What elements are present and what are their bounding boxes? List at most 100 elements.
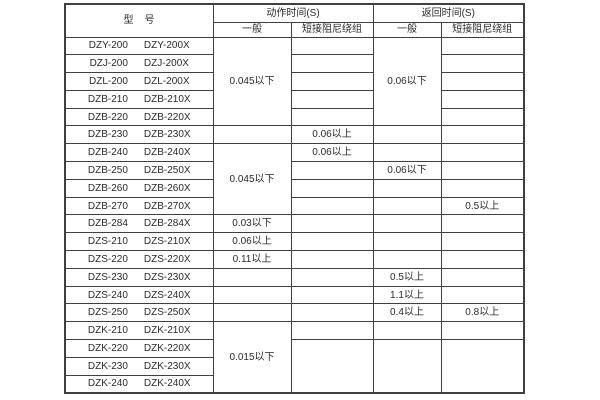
model-cell: DZK-230 DZK-230X xyxy=(64,356,214,376)
model-cell: DZB-220 DZB-220X xyxy=(64,107,214,127)
table-row: DZL-200 DZL-200X xyxy=(64,72,525,91)
model-cell: DZB-250 DZB-250X xyxy=(64,161,214,180)
return-damping-cell xyxy=(440,107,525,127)
table-row: DZB-230 DZB-230X 0.06以上 xyxy=(64,125,525,145)
return-general-cell: 0.5以上 xyxy=(372,267,442,287)
return-general-cell: 1.1以上 xyxy=(372,285,442,305)
action-damping-cell xyxy=(290,54,374,74)
return-damping-cell xyxy=(440,161,525,180)
table-row: DZK-240 DZK-240X xyxy=(64,374,524,394)
return-general-cell xyxy=(372,214,442,234)
return-damping-cell: 0.8以上 xyxy=(440,303,525,323)
action-damping-cell xyxy=(290,285,374,305)
action-damping-cell xyxy=(290,36,374,56)
model-cell: DZS-250 DZS-250X xyxy=(64,303,214,323)
model-name: DZB-260X xyxy=(143,182,191,194)
model-name: DZS-230X xyxy=(143,271,191,283)
model-name: DZS-240X xyxy=(143,289,191,301)
model-name: DZB-230 xyxy=(87,129,128,141)
model-name: DZB-220X xyxy=(143,111,191,123)
return-general-cell xyxy=(372,250,442,269)
model-cell: DZK-240 DZK-240X xyxy=(64,374,214,394)
header-return-general: 一般 xyxy=(372,21,442,38)
model-cell: DZB-230 DZB-230X xyxy=(64,125,214,145)
table-row: DZK-210 DZK-210X 0.015以下 xyxy=(64,321,525,394)
model-name: DZS-250X xyxy=(143,307,191,319)
action-general-cell: 0.015以下 xyxy=(212,321,292,394)
action-general-cell xyxy=(212,267,292,287)
header-action-damping: 短接阻尼绕组 xyxy=(290,21,374,38)
return-general-cell: 0.4以上 xyxy=(372,303,442,323)
action-general-cell: 0.03以下 xyxy=(212,214,292,234)
table-row: DZB-270 DZB-270X 0.5以上 xyxy=(64,196,525,216)
action-general-cell xyxy=(212,303,292,323)
return-general-cell xyxy=(372,125,442,145)
model-cell: DZS-210 DZS-210X xyxy=(64,232,214,252)
model-name: DZJ-200 xyxy=(89,58,128,70)
model-name: DZB-270X xyxy=(143,200,191,212)
header-action-general: 一般 xyxy=(212,21,292,38)
action-damping-cell xyxy=(290,250,374,269)
action-damping-cell xyxy=(290,267,374,287)
table-row: DZB-210 DZB-210X xyxy=(64,89,525,109)
table-row: DZS-210 DZS-210X 0.06以上 xyxy=(64,232,525,252)
table-row: DZB-260 DZB-260X xyxy=(64,178,525,198)
model-name: DZJ-200X xyxy=(143,58,189,70)
action-general-cell: 0.11以上 xyxy=(212,250,292,269)
action-general-cell: 0.06以上 xyxy=(212,232,292,252)
model-name: DZB-210X xyxy=(143,93,191,105)
table-row: DZB-220 DZB-220X xyxy=(64,107,525,127)
model-name: DZB-270 xyxy=(87,200,128,212)
table-row: DZS-250 DZS-250X 0.4以上 0.8以上 xyxy=(64,303,525,323)
return-general-cell: 0.06以下 xyxy=(372,36,442,127)
table-row: DZS-220 DZS-220X 0.11以上 xyxy=(64,250,525,269)
action-damping-cell xyxy=(290,232,374,252)
return-general-cell xyxy=(372,321,442,341)
return-general-cell xyxy=(372,339,442,394)
return-damping-cell xyxy=(440,143,525,163)
action-damping-cell: 0.06以上 xyxy=(290,125,374,145)
model-name: DZY-200X xyxy=(143,40,190,52)
model-name: DZB-230X xyxy=(143,129,191,141)
header-action-time: 动作时间(S) xyxy=(212,3,374,23)
header-row-groups: 型 号 动作时间(S) 返回时间(S) xyxy=(64,3,525,38)
model-cell: DZY-200 DZY-200X xyxy=(64,36,214,56)
model-name: DZB-210 xyxy=(87,93,128,105)
action-damping-cell xyxy=(290,107,374,127)
table-row: DZK-230 DZK-230X xyxy=(64,356,524,376)
action-general-cell xyxy=(212,285,292,305)
model-name: DZY-200 xyxy=(88,40,128,52)
return-damping-cell xyxy=(440,125,525,145)
return-general-cell xyxy=(372,196,442,216)
model-name: DZS-210X xyxy=(143,236,191,248)
return-damping-cell xyxy=(440,285,525,305)
return-general-cell xyxy=(372,178,442,198)
return-general-cell xyxy=(372,232,442,252)
action-damping-cell xyxy=(290,72,374,91)
return-damping-cell xyxy=(440,54,525,74)
table-row: DZY-200 DZY-200X 0.045以下 0.06以下 xyxy=(64,36,525,127)
model-name: DZK-230 xyxy=(87,360,128,372)
return-damping-cell xyxy=(440,89,525,109)
header-model: 型 号 xyxy=(64,3,214,38)
model-name: DZB-250 xyxy=(87,164,128,176)
table-row: DZK-220 DZK-220X xyxy=(64,339,525,394)
model-name: DZS-240 xyxy=(87,289,128,301)
model-cell: DZB-210 DZB-210X xyxy=(64,89,214,109)
model-name: DZL-200 xyxy=(89,75,128,87)
model-name: DZB-220 xyxy=(87,111,128,123)
model-name: DZB-250X xyxy=(143,164,191,176)
action-damping-cell xyxy=(290,303,374,323)
action-damping-cell xyxy=(290,89,374,109)
return-damping-cell xyxy=(440,267,525,287)
table-row: DZB-284 DZB-284X 0.03以下 xyxy=(64,214,525,234)
action-general-cell: 0.045以下 xyxy=(212,36,292,127)
return-general-cell xyxy=(372,143,442,163)
return-damping-cell xyxy=(440,250,525,269)
return-damping-cell: 0.5以上 xyxy=(440,196,525,216)
model-cell: DZS-240 DZS-240X xyxy=(64,285,214,305)
action-general-cell: 0.045以下 xyxy=(212,143,292,216)
model-cell: DZK-210 DZK-210X xyxy=(64,321,214,341)
model-name: DZB-240 xyxy=(87,147,128,159)
table-row: DZS-230 DZS-230X 0.5以上 xyxy=(64,267,525,287)
